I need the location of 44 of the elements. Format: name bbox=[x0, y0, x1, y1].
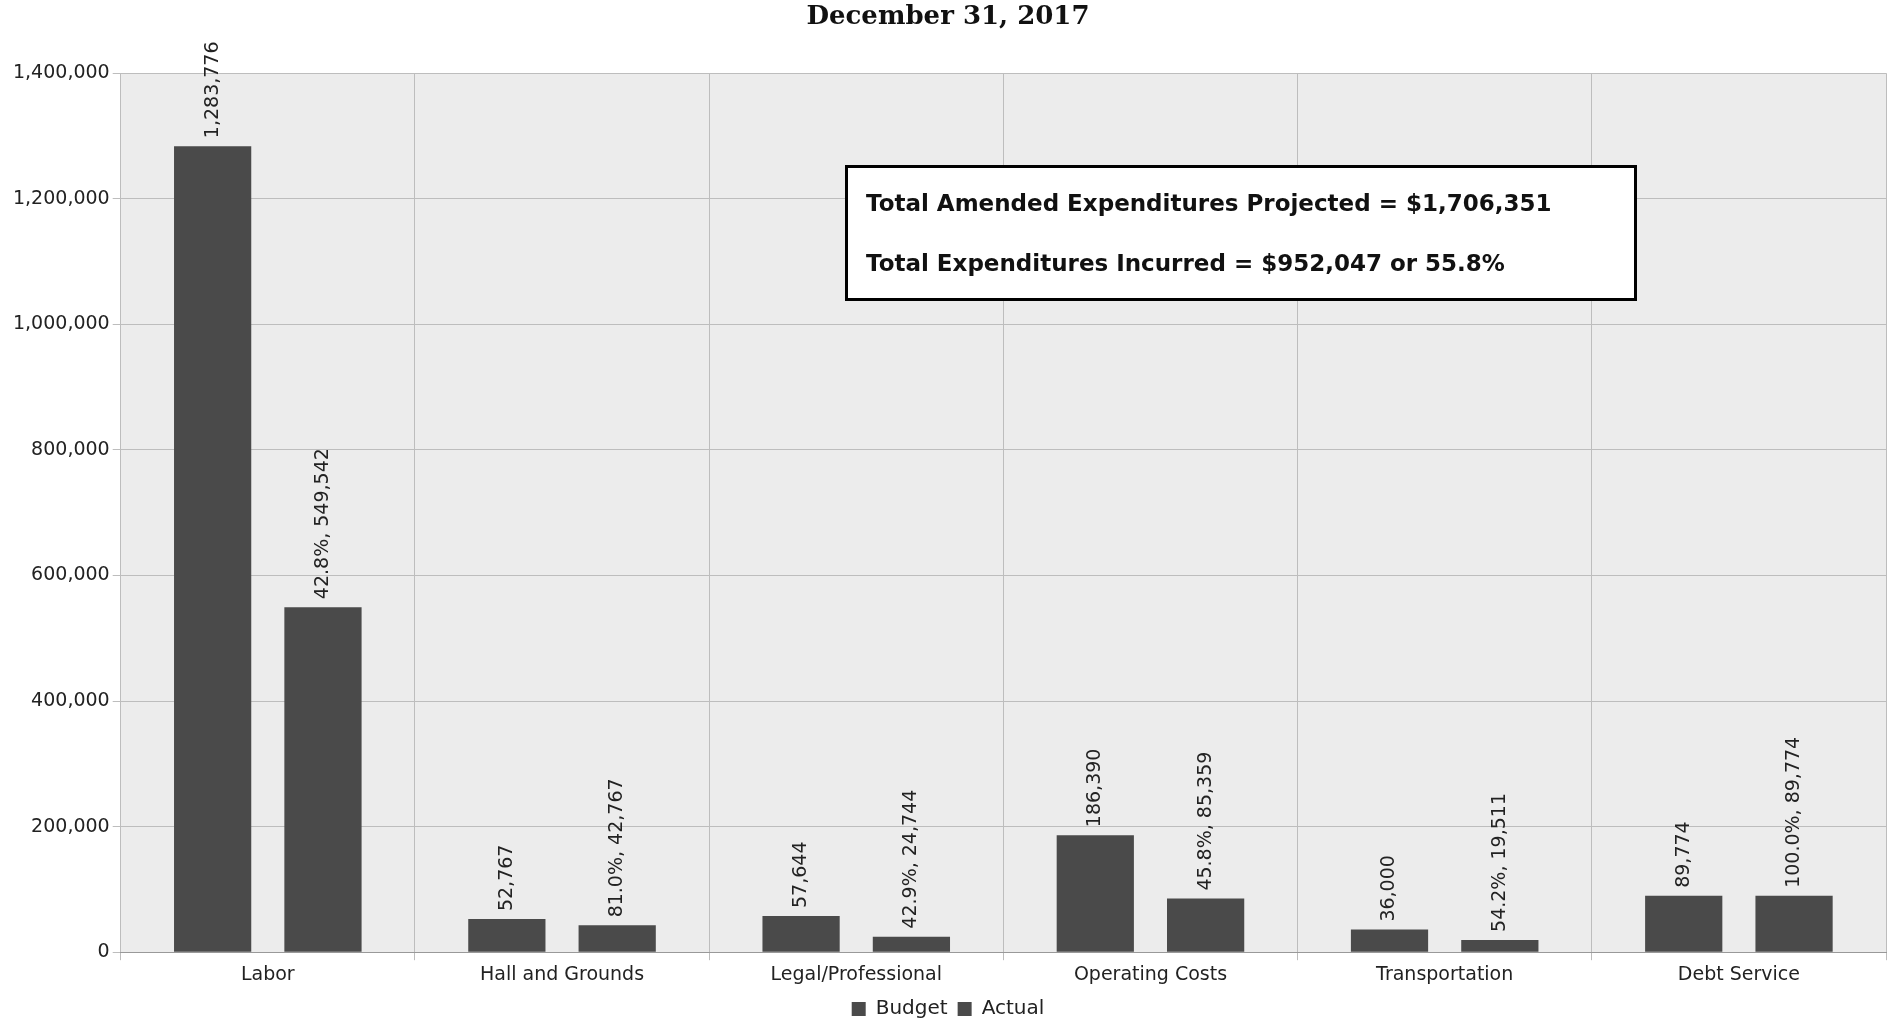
data-label: 89,774 bbox=[1670, 821, 1693, 888]
legend-label: Budget bbox=[875, 995, 948, 1020]
annotation: Total Amended Expenditures Projected = $1,706,351 bbox=[866, 190, 1553, 216]
bar bbox=[1461, 939, 1539, 952]
data-label: 186,390 bbox=[1082, 748, 1105, 828]
x-tick-label: Hall and Grounds bbox=[479, 961, 645, 984]
bar bbox=[174, 146, 252, 952]
y-tick-label: 800,000 bbox=[31, 436, 110, 459]
y-tick-label: 600,000 bbox=[31, 562, 110, 585]
chart-title: December 31, 2017 bbox=[806, 0, 1090, 31]
bar bbox=[1167, 898, 1245, 952]
data-label: 45.8%, 85,359 bbox=[1192, 751, 1215, 891]
bar bbox=[468, 919, 546, 952]
bar bbox=[578, 925, 656, 952]
data-label: 36,000 bbox=[1376, 855, 1399, 922]
legend-label: Actual bbox=[981, 995, 1045, 1020]
data-label: 57,644 bbox=[788, 841, 811, 909]
y-tick-label: 0 bbox=[97, 939, 110, 962]
bar bbox=[1350, 929, 1429, 952]
bar bbox=[1645, 895, 1723, 952]
data-label: 54.2%, 19,511 bbox=[1486, 793, 1509, 932]
x-tick-label: Labor bbox=[240, 961, 295, 984]
y-tick-label: 1,400,000 bbox=[12, 60, 110, 83]
data-label: 1,283,776 bbox=[199, 41, 222, 139]
bar bbox=[1056, 835, 1134, 952]
x-tick-label: Debt Service bbox=[1677, 961, 1800, 984]
y-tick-label: 200,000 bbox=[31, 813, 110, 836]
data-label: 100.0%, 89,774 bbox=[1780, 736, 1803, 888]
y-tick-label: 400,000 bbox=[31, 687, 110, 710]
text-box: Total Amended Expenditures Projected = $1,706,351 Total Expenditures Incurred = $952,047 or 55.8% bbox=[845, 165, 1637, 301]
data-label: 42.8%, 549,542 bbox=[309, 448, 332, 600]
bar bbox=[284, 607, 362, 952]
annotation: Total Expenditures Incurred = $952,047 or 55.8% bbox=[866, 250, 1506, 276]
x-tick-label: Transportation bbox=[1375, 961, 1514, 984]
bar bbox=[762, 916, 840, 952]
x-tick-label: Operating Costs bbox=[1073, 961, 1228, 984]
data-label: 42.9%, 24,744 bbox=[898, 789, 921, 929]
y-tick-label: 1,200,000 bbox=[12, 185, 110, 208]
bar bbox=[872, 936, 951, 952]
bar bbox=[1755, 895, 1833, 952]
data-label: 81.0%, 42,767 bbox=[604, 778, 627, 918]
x-tick-label: Legal/Professional bbox=[770, 961, 942, 984]
y-tick-label: 1,000,000 bbox=[12, 311, 110, 334]
data-label: 52,767 bbox=[493, 844, 516, 912]
